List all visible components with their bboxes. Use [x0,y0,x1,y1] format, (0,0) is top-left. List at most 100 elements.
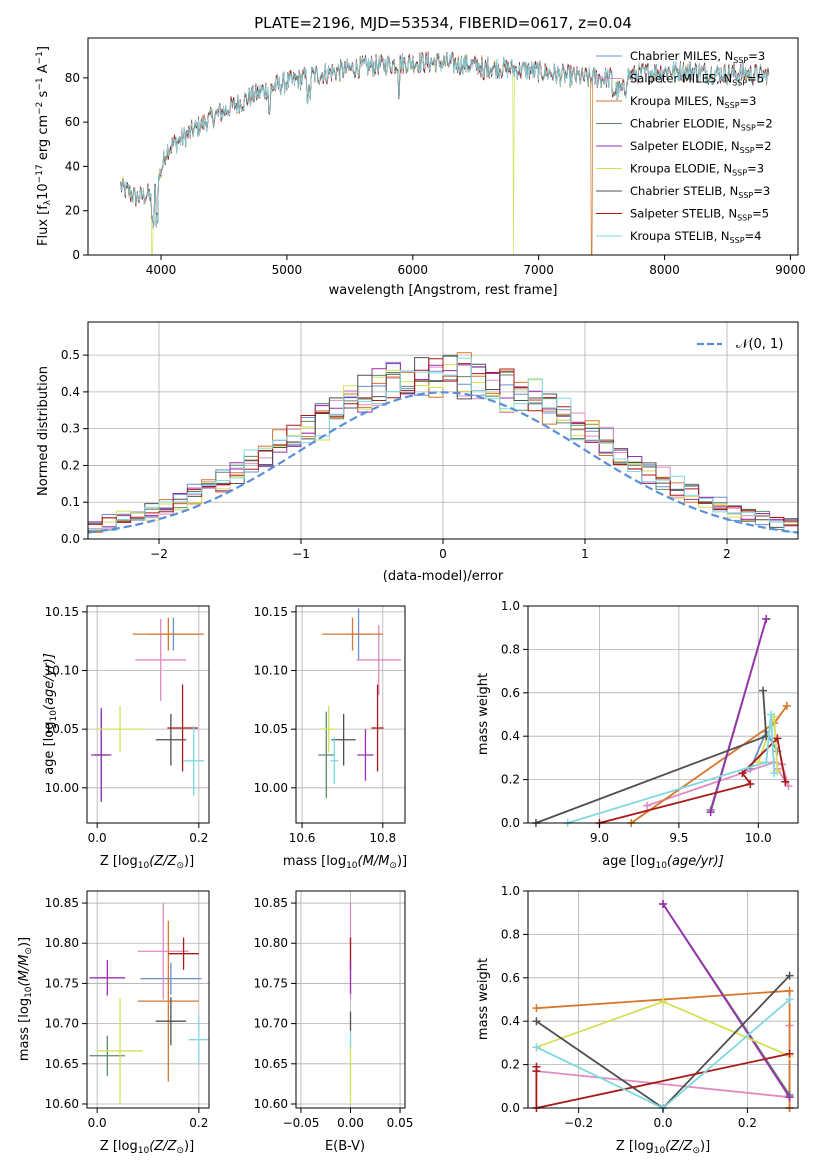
residual-hist-8 [88,358,798,526]
ytick-label: 10.15 [45,605,79,619]
xtick-label: 9.5 [669,831,688,845]
panel-E(B-V)-mass: −0.05 0.00 0.05 10.60 10.65 10.70 10.75 10.80 10… [254,890,414,1130]
age-xlabel: age [log10(age/yr)] [602,854,724,871]
weight-marker [532,1067,541,1076]
spectrum-ytick-label: 40 [65,159,80,173]
residual-ytick-label: 0.2 [61,458,80,472]
residual-xtick-label: 2 [723,547,731,561]
spectrum-ytick-label: 20 [65,204,80,218]
spectrum-xlabel: wavelength [Angstrom, rest frame] [329,283,558,298]
ytick-label: 10.65 [45,1057,79,1071]
spectrum-xtick-label: 9000 [775,263,806,277]
residual-ytick-label: 0.1 [61,495,80,509]
spectrum-yticks: 0 20 40 60 80 [65,71,88,262]
weight-line [709,618,768,813]
panel-axes [527,605,799,824]
panel-axes [86,605,210,824]
weight-marker [532,1004,541,1013]
ytick-label: 10.00 [254,781,288,795]
panel-Z-mass weight: −0.2 0.0 0.2 0.0 0.2 0.4 0.6 0.8 1.0 [501,884,799,1130]
legend-label: Chabrier ELODIE, NSSP=2 [630,117,773,133]
ytick-label: 10.70 [45,1017,79,1031]
normal-legend-label: 𝒩(0, 1) [736,337,783,352]
xtick-label: 0.0 [88,831,107,845]
weight-marker [706,808,715,817]
residual-xticks: −2 −1 0 1 2 [150,539,731,561]
ytick-label: 10.85 [254,896,288,910]
legend-label: Chabrier STELIB, NSSP=3 [630,184,770,200]
ytick-label: 0.0 [501,816,520,830]
mw-ylabel-2: mass weight [476,958,491,1040]
xtick-label: 0.0 [653,1116,672,1130]
xtick-label: −0.2 [564,1116,593,1130]
ytick-label: 1.0 [501,599,520,613]
weight-marker [532,1043,541,1052]
weight-marker [767,710,775,719]
ytick-label: 10.85 [45,896,79,910]
legend-label: Salpeter STELIB, NSSP=5 [630,207,769,223]
weight-marker [782,701,791,710]
weight-marker [759,686,768,695]
ytick-label: 10.60 [254,1097,288,1111]
residual-ytick-label: 0.4 [61,385,80,399]
normal-curve [87,391,799,534]
xtick-label: 10.6 [289,831,316,845]
residual-ytick-label: 0.0 [61,532,80,546]
spectrum-xtick-label: 5000 [272,263,303,277]
weight-marker [770,769,779,778]
spectrum-ylabel: Flux [fλ10−17 erg cm−2 s−1 A−1] [35,46,53,246]
weight-line [662,903,791,1098]
ytick-label: 10.70 [254,1017,288,1031]
xtick-label: 0.00 [337,1116,364,1130]
residual-panel: −2 −1 0 1 2 0.0 0.1 0.2 0.3 0.4 0.5 (data-model)/… [36,321,799,584]
ytick-label: 10.05 [45,722,79,736]
weight-line [535,690,768,824]
weight-marker [785,1049,794,1058]
spectrum-ytick-label: 0 [72,248,80,262]
spectrum-xtick-label: 6000 [398,263,429,277]
mass-ylabel: mass [log10(M/M⊙)] [17,937,34,1061]
residual-ylabel: Normed distribution [36,366,51,496]
legend-label: Kroupa MILES, NSSP=3 [630,94,756,110]
ytick-label: 10.10 [254,664,288,678]
ytick-label: 10.80 [45,936,79,950]
ytick-label: 10.05 [254,722,288,736]
residual-hist-9 [88,357,798,533]
spectrum-lines [120,51,770,256]
mass-xlabel: mass [log10(M/M⊙)] [283,854,407,871]
xtick-label: 10.0 [745,831,772,845]
panel-axes [86,890,210,1109]
weight-marker [762,758,771,767]
ytick-label: 10.00 [45,781,79,795]
ytick-label: 0.2 [501,773,520,787]
spectrum-xtick-label: 7000 [523,263,554,277]
weight-marker [784,782,793,791]
ytick-label: 0.8 [501,927,520,941]
weight-marker [785,971,794,980]
residual-histograms [88,352,798,533]
ytick-label: 10.75 [45,976,79,990]
ytick-label: 10.60 [45,1097,79,1111]
spectrum-ytick-label: 60 [65,115,80,129]
ytick-label: 10.80 [254,936,288,950]
weight-line [630,705,788,824]
ytick-label: 0.2 [501,1058,520,1072]
legend-label: Chabrier MILES, NSSP=3 [630,49,765,65]
residual-xtick-label: −1 [292,547,310,561]
weight-marker [785,1093,794,1102]
xtick-label: 0.0 [88,1116,107,1130]
spectrum-panel: PLATE=2196, MJD=53534, FIBERID=0617, z=0… [35,14,806,298]
xtick-label: 0.05 [387,1116,414,1130]
mw-ylabel-1: mass weight [476,673,491,755]
weight-marker [785,986,794,995]
ytick-label: 10.15 [254,605,288,619]
weight-marker [762,615,771,624]
legend-label: Kroupa STELIB, NSSP=4 [630,229,761,245]
residual-xtick-label: −2 [150,547,168,561]
spectrum-series-9 [120,52,770,229]
weight-marker [659,997,667,1006]
ytick-label: 10.10 [45,664,79,678]
xtick-label: −0.05 [283,1116,320,1130]
legend-label: Salpeter MILES, NSSP=5 [630,72,764,88]
